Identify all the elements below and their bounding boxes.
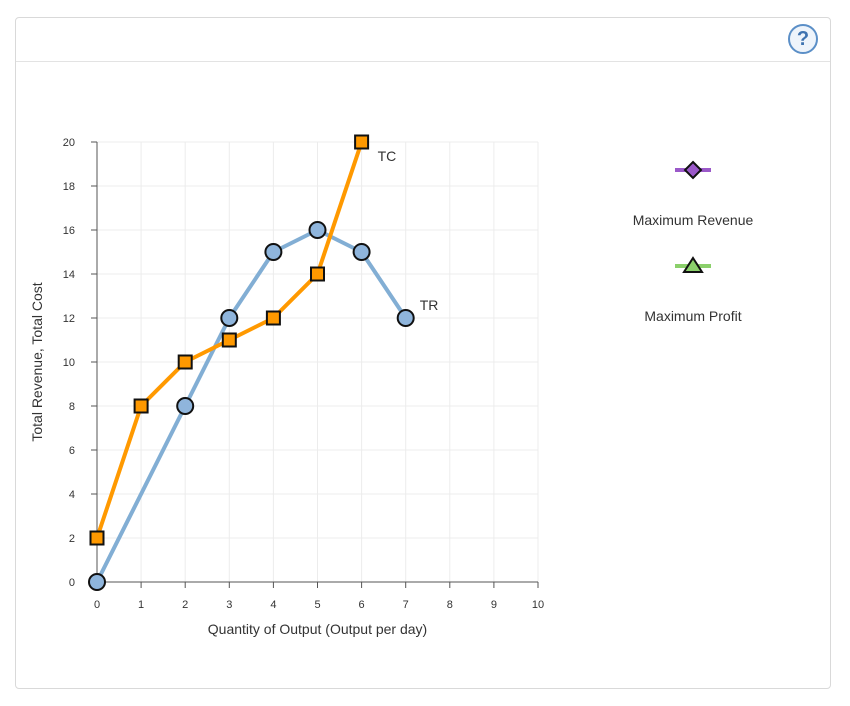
x-axis-title: Quantity of Output (Output per day) (208, 621, 427, 637)
help-button[interactable]: ? (788, 24, 818, 54)
data-point-tr (308, 221, 327, 239)
x-tick-label: 2 (182, 599, 188, 611)
x-tick-label: 0 (94, 599, 100, 611)
y-tick-label: 6 (69, 445, 75, 457)
grid (97, 141, 539, 582)
legend-label: Maximum Revenue (633, 212, 754, 228)
data-point-tr (264, 243, 283, 261)
triangle-icon (682, 256, 704, 273)
axes (91, 141, 539, 588)
x-tick-label: 3 (226, 599, 232, 611)
x-tick-label: 5 (314, 599, 320, 611)
series-label-tr: TR (420, 297, 439, 313)
y-tick-label: 8 (69, 401, 75, 413)
data-point-tc (221, 332, 237, 348)
legend-item-maximum-profit: Maximum Profit (644, 256, 742, 324)
data-point-tc (265, 310, 281, 326)
data-point-tr (220, 309, 239, 327)
data-point-tc (354, 134, 370, 150)
data-point-tr (352, 243, 371, 261)
y-tick-label: 2 (69, 533, 75, 545)
y-tick-label: 18 (63, 181, 75, 193)
y-tick-label: 4 (69, 489, 75, 501)
x-tick-label: 9 (491, 599, 497, 611)
x-tick-label: 7 (403, 599, 409, 611)
data-point-tr (88, 573, 106, 591)
y-tick-label: 16 (63, 225, 75, 237)
y-tick-label: 20 (63, 137, 75, 149)
help-circle-icon: ? (796, 28, 810, 50)
graph-panel: ? (15, 17, 831, 689)
data-point-tc (89, 530, 105, 546)
x-tick-label: 1 (138, 599, 144, 611)
data-point-tc (177, 354, 193, 370)
x-tick-label: 6 (359, 599, 365, 611)
x-tick-label: 4 (270, 599, 276, 611)
diamond-icon (683, 160, 703, 180)
data-point-tr (396, 309, 415, 327)
legend-item-maximum-revenue: Maximum Revenue (633, 160, 754, 228)
legend: Maximum Revenue Maximum Profit (633, 160, 754, 324)
y-axis-title: Total Revenue, Total Cost (29, 282, 45, 441)
x-tick-label: 8 (447, 599, 453, 611)
data-point-tr (176, 397, 195, 415)
legend-label: Maximum Profit (644, 308, 741, 324)
series-layer (88, 134, 415, 591)
data-point-tc (133, 398, 149, 414)
y-tick-label: 0 (69, 577, 75, 589)
y-tick-label: 12 (63, 313, 75, 325)
x-tick-label: 10 (532, 599, 544, 611)
series-label-tc: TC (378, 148, 397, 164)
y-tick-label: 10 (63, 357, 75, 369)
data-point-tc (310, 266, 325, 282)
panel-header: ? (16, 18, 830, 62)
labels: Quantity of Output (Output per day) Tota… (29, 137, 544, 637)
y-tick-label: 14 (63, 269, 75, 281)
